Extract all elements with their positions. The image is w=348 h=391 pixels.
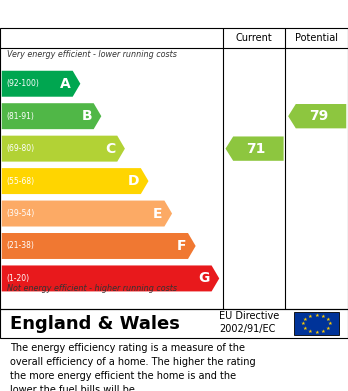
Polygon shape <box>2 136 125 161</box>
Text: (92-100): (92-100) <box>6 79 39 88</box>
Text: (39-54): (39-54) <box>6 209 34 218</box>
Polygon shape <box>2 71 80 97</box>
Text: The energy efficiency rating is a measure of the
overall efficiency of a home. T: The energy efficiency rating is a measur… <box>10 343 256 391</box>
Polygon shape <box>2 168 149 194</box>
Text: (81-91): (81-91) <box>6 112 34 121</box>
Text: ★: ★ <box>326 326 331 330</box>
Text: B: B <box>81 109 92 123</box>
Text: ★: ★ <box>308 314 313 319</box>
Polygon shape <box>288 104 346 128</box>
Polygon shape <box>2 103 101 129</box>
Text: F: F <box>177 239 186 253</box>
Text: ★: ★ <box>326 317 331 322</box>
Text: ★: ★ <box>303 326 308 330</box>
Text: ★: ★ <box>308 329 313 334</box>
Text: ★: ★ <box>301 321 306 326</box>
Text: A: A <box>60 77 71 91</box>
Text: C: C <box>105 142 116 156</box>
Text: (1-20): (1-20) <box>6 274 29 283</box>
Text: Current: Current <box>236 33 272 43</box>
Text: ★: ★ <box>314 312 319 317</box>
Text: ★: ★ <box>321 329 326 334</box>
Text: Not energy efficient - higher running costs: Not energy efficient - higher running co… <box>7 284 177 293</box>
Text: England & Wales: England & Wales <box>10 315 180 333</box>
Text: Potential: Potential <box>295 33 338 43</box>
Text: (21-38): (21-38) <box>6 242 34 251</box>
Text: ★: ★ <box>303 317 308 322</box>
Text: ★: ★ <box>327 321 332 326</box>
Text: 71: 71 <box>247 142 266 156</box>
Text: (69-80): (69-80) <box>6 144 34 153</box>
Text: E: E <box>153 206 163 221</box>
Text: ★: ★ <box>321 314 326 319</box>
Polygon shape <box>226 136 284 161</box>
Text: G: G <box>198 271 210 285</box>
Text: Energy Efficiency Rating: Energy Efficiency Rating <box>81 7 267 22</box>
Text: EU Directive
2002/91/EC: EU Directive 2002/91/EC <box>219 311 279 334</box>
Text: 79: 79 <box>309 109 329 123</box>
Polygon shape <box>2 201 172 226</box>
Text: D: D <box>128 174 139 188</box>
Text: (55-68): (55-68) <box>6 177 34 186</box>
Bar <box>294 312 339 335</box>
Text: ★: ★ <box>314 330 319 335</box>
Polygon shape <box>2 265 219 291</box>
Polygon shape <box>2 233 196 259</box>
Text: Very energy efficient - lower running costs: Very energy efficient - lower running co… <box>7 50 177 59</box>
